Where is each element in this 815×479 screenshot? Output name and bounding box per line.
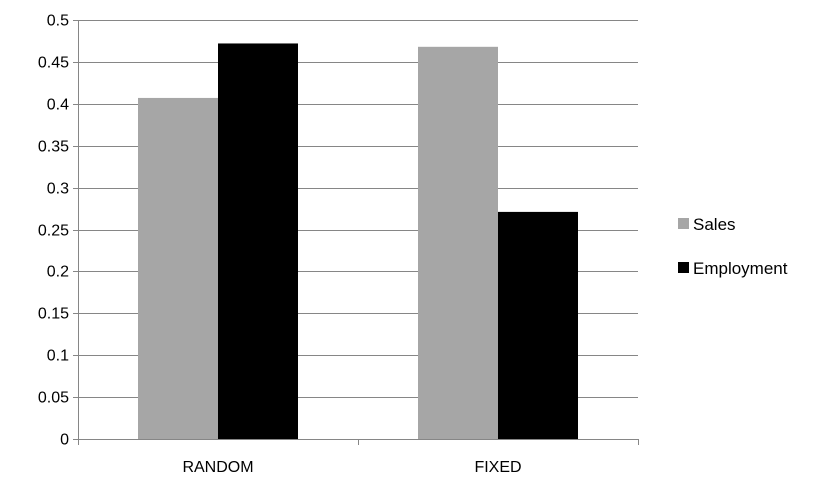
y-tick-label: 0.15 — [38, 306, 69, 323]
y-tick-label: 0.3 — [47, 181, 69, 198]
bar-employment-fixed — [498, 211, 578, 439]
bar-sales-fixed — [418, 46, 498, 439]
y-tick-label: 0.1 — [47, 348, 69, 365]
x-tick-labels: RANDOM FIXED — [78, 439, 639, 476]
y-tick-label: 0.4 — [47, 97, 69, 114]
y-tick-label: 0.2 — [47, 264, 69, 281]
legend-label-sales: Sales — [693, 215, 736, 234]
legend-label-employment: Employment — [693, 259, 788, 278]
legend: Sales Employment — [678, 215, 788, 278]
y-tick-labels: 0 0.05 0.1 0.15 0.2 0.25 0.3 0.35 0.4 0.45 0.5 — [38, 13, 69, 449]
y-tick-label: 0.05 — [38, 390, 69, 407]
x-tick-label: RANDOM — [182, 459, 253, 476]
y-tick-label: 0.35 — [38, 139, 69, 156]
bar-employment-random — [218, 43, 298, 440]
legend-swatch-sales — [678, 218, 689, 229]
y-tick-label: 0.25 — [38, 223, 69, 240]
bar-sales-random — [138, 97, 218, 440]
legend-swatch-employment — [678, 262, 689, 273]
y-tick-label: 0.45 — [38, 55, 69, 72]
y-tick-label: 0 — [60, 432, 69, 449]
bars — [138, 43, 578, 440]
x-tick-label: FIXED — [474, 459, 521, 476]
y-tick-label: 0.5 — [47, 13, 69, 30]
